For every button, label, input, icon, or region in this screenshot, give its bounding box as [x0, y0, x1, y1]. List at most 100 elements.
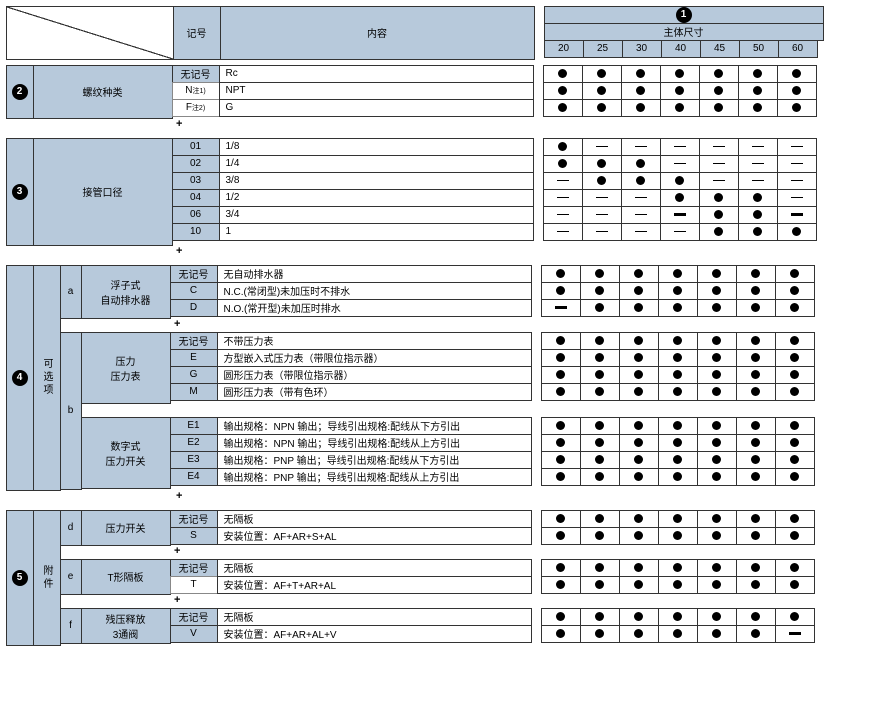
mark-cell — [697, 559, 737, 577]
mark-cell — [775, 434, 815, 452]
mark-cell — [660, 189, 700, 207]
mark-cell — [658, 265, 698, 283]
mark-cell — [580, 282, 620, 300]
section-3: 3 接管口径 011/8021/4033/8041/2063/4101 + — [6, 138, 886, 259]
mark-cell — [697, 417, 737, 435]
header-code: 记号 — [173, 6, 221, 60]
section-5-circle: 5 — [6, 510, 34, 646]
header-content: 内容 — [220, 6, 535, 60]
s5f-sub: f — [60, 608, 82, 644]
code-cell: 无记号 — [170, 559, 218, 577]
content-cell: 无自动排水器 — [217, 265, 532, 283]
mark-cell — [541, 608, 581, 626]
code-cell: 04 — [172, 189, 220, 207]
s5e-desc: T形隔板 — [81, 559, 171, 595]
mark-cell — [541, 468, 581, 486]
content-cell: G — [219, 99, 534, 117]
mark-cell — [775, 332, 815, 350]
mark-cell — [660, 99, 700, 117]
header-sizes-row: 20 25 30 40 45 50 60 — [544, 40, 823, 57]
mark-cell — [775, 510, 815, 528]
mark-cell — [738, 155, 778, 173]
mark-cell — [777, 138, 817, 156]
mark-cell — [619, 576, 659, 594]
mark-cell — [619, 332, 659, 350]
mark-cell — [619, 366, 659, 384]
mark-cell — [582, 65, 622, 83]
mark-cell — [699, 155, 739, 173]
content-cell: 1 — [219, 223, 534, 241]
code-cell: D — [170, 299, 218, 317]
code-cell: E4 — [170, 468, 218, 486]
code-cell: C — [170, 282, 218, 300]
mark-cell — [658, 349, 698, 367]
content-cell: 圆形压力表（带限位指示器） — [217, 366, 532, 384]
mark-cell — [582, 206, 622, 224]
mark-cell — [736, 527, 776, 545]
content-cell: 不带压力表 — [217, 332, 532, 350]
mark-cell — [580, 468, 620, 486]
mark-cell — [697, 332, 737, 350]
mark-cell — [736, 383, 776, 401]
plus-sep: + — [172, 594, 220, 608]
mark-cell — [777, 172, 817, 190]
mark-cell — [543, 138, 583, 156]
content-cell: 1/8 — [219, 138, 534, 156]
mark-cell — [777, 223, 817, 241]
mark-cell — [736, 265, 776, 283]
mark-cell — [660, 223, 700, 241]
mark-cell — [619, 451, 659, 469]
mark-cell — [543, 223, 583, 241]
code-cell: N注1) — [172, 82, 220, 100]
mark-cell — [658, 625, 698, 643]
content-cell: NPT — [219, 82, 534, 100]
mark-cell — [775, 349, 815, 367]
mark-cell — [697, 366, 737, 384]
plus-sep: + — [172, 318, 220, 332]
code-cell: V — [170, 625, 218, 643]
mark-cell — [658, 366, 698, 384]
content-cell: Rc — [219, 65, 534, 83]
mark-cell — [697, 383, 737, 401]
mark-cell — [658, 417, 698, 435]
s4a-sub: a — [60, 265, 82, 319]
content-cell: 安装位置：AF+AR+AL+V — [217, 625, 532, 643]
mark-cell — [658, 510, 698, 528]
section-4-side: 可选项 — [33, 265, 61, 491]
mark-cell — [580, 366, 620, 384]
mark-cell — [543, 82, 583, 100]
mark-cell — [697, 299, 737, 317]
mark-cell — [621, 65, 661, 83]
size-col: 20 — [544, 40, 584, 58]
mark-cell — [582, 223, 622, 241]
code-cell: E1 — [170, 417, 218, 435]
mark-cell — [775, 468, 815, 486]
code-cell: M — [170, 383, 218, 401]
mark-cell — [658, 451, 698, 469]
mark-cell — [619, 299, 659, 317]
mark-cell — [580, 608, 620, 626]
content-cell: 圆形压力表（带有色环） — [217, 383, 532, 401]
mark-cell — [697, 576, 737, 594]
mark-cell — [541, 625, 581, 643]
mark-cell — [658, 332, 698, 350]
mark-cell — [775, 383, 815, 401]
mark-cell — [658, 383, 698, 401]
content-cell: 3/4 — [219, 206, 534, 224]
mark-cell — [619, 265, 659, 283]
mark-cell — [541, 451, 581, 469]
mark-cell — [619, 383, 659, 401]
mark-cell — [541, 559, 581, 577]
mark-cell — [621, 172, 661, 190]
mark-cell — [699, 82, 739, 100]
mark-cell — [580, 527, 620, 545]
mark-cell — [543, 65, 583, 83]
header-block: 记号 内容 1 主体尺寸 20 25 30 40 45 50 60 — [6, 6, 886, 59]
mark-cell — [580, 299, 620, 317]
s5f-desc: 残压释放 3通阀 — [81, 608, 171, 644]
mark-cell — [777, 155, 817, 173]
mark-cell — [543, 206, 583, 224]
content-cell: 方型嵌入式压力表（带限位指示器） — [217, 349, 532, 367]
mark-cell — [777, 206, 817, 224]
mark-cell — [582, 155, 622, 173]
